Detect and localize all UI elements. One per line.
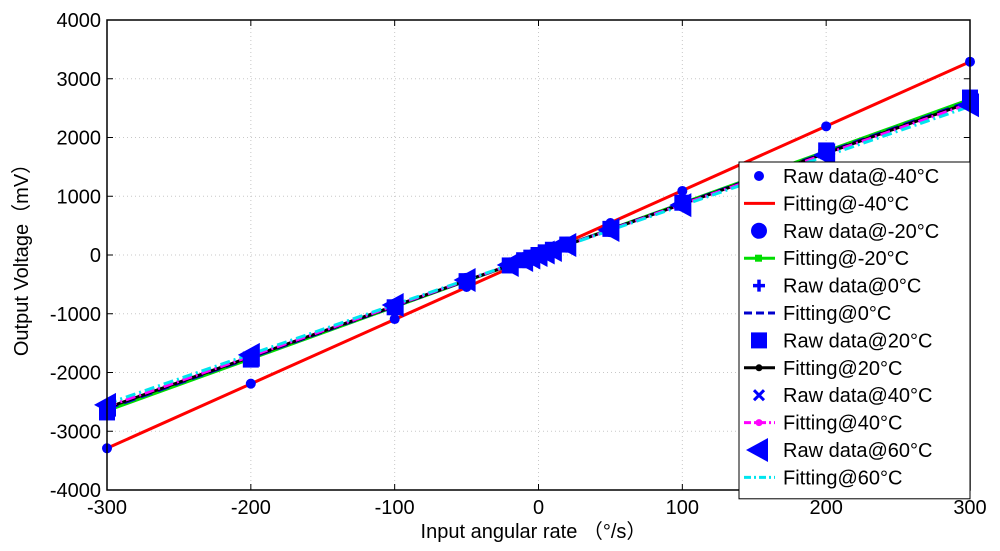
legend-label: Raw data@0°C — [783, 276, 921, 298]
data-point — [245, 378, 256, 389]
y-tick-label: 4000 — [57, 10, 102, 32]
legend-label: Fitting@-40°C — [783, 193, 909, 215]
legend-label: Fitting@-20°C — [783, 248, 909, 270]
legend-label: Fitting@0°C — [783, 303, 891, 325]
legend-marker — [751, 222, 767, 239]
legend-entry: Fitting@20°C — [744, 358, 902, 380]
legend-entry: Fitting@-20°C — [744, 248, 909, 270]
y-tick-label: 1000 — [57, 186, 102, 208]
x-tick-label: 200 — [809, 497, 842, 519]
y-axis-title: Output Voltage（mV） — [10, 154, 33, 356]
y-tick-label: 2000 — [57, 128, 102, 150]
legend-entry: Raw data@40°C — [752, 385, 932, 407]
legend-entry: Raw data@-40°C — [754, 166, 939, 188]
series-10 — [94, 93, 979, 417]
legend-entry: Fitting@-40°C — [744, 193, 909, 215]
legend-label: Raw data@20°C — [783, 330, 932, 352]
legend-label: Raw data@-20°C — [783, 221, 939, 243]
legend-marker — [746, 438, 768, 462]
data-point — [554, 233, 577, 258]
legend-marker — [755, 419, 763, 427]
x-tick-label: -200 — [231, 497, 271, 519]
legend-label: Raw data@40°C — [783, 385, 932, 407]
legend-marker — [755, 254, 762, 262]
data-point — [453, 267, 476, 292]
y-tick-label: -2000 — [50, 363, 101, 385]
data-point — [669, 193, 692, 218]
legend-entry: Raw data@60°C — [746, 438, 932, 462]
y-tick-label: -4000 — [50, 480, 101, 502]
legend-label: Fitting@40°C — [783, 413, 902, 435]
x-tick-label: 300 — [953, 497, 986, 519]
data-point — [821, 121, 832, 132]
legend-entry: Raw data@-20°C — [751, 221, 939, 243]
legend-marker — [751, 332, 767, 349]
legend-marker — [753, 279, 765, 292]
data-point — [813, 143, 836, 168]
data-point — [237, 342, 260, 367]
legend-entry: Raw data@0°C — [753, 276, 921, 298]
legend-marker — [755, 364, 763, 372]
data-point — [381, 292, 404, 317]
y-tick-label: 3000 — [57, 69, 102, 91]
x-axis-title: Input angular rate （°/s） — [421, 520, 647, 543]
legend: Raw data@-40°C Fitting@-40°C Raw data@-20°… — [738, 161, 971, 500]
ticks: -300 -200 -100 0 100 200 300-4000-3000-2000-10… — [50, 10, 987, 519]
legend-label: Fitting@20°C — [783, 358, 902, 380]
y-tick-label: -1000 — [50, 304, 101, 326]
data-point — [677, 185, 688, 196]
x-tick-label: 100 — [666, 497, 699, 519]
legend-marker — [752, 389, 766, 402]
legend-entry: Fitting@0°C — [744, 303, 891, 325]
data-point — [94, 392, 116, 417]
legend-label: Raw data@-40°C — [783, 166, 939, 188]
x-tick-label: -100 — [375, 497, 415, 519]
legend-marker — [754, 171, 764, 181]
legend-entry: Raw data@20°C — [751, 330, 932, 352]
legend-label: Raw data@60°C — [783, 440, 932, 462]
legend-label: Fitting@60°C — [783, 467, 902, 489]
y-tick-label: -3000 — [50, 421, 101, 443]
data-point — [597, 218, 620, 243]
series-layer — [94, 56, 979, 454]
legend-entry: Fitting@40°C — [744, 413, 902, 435]
legend-entry: Fitting@60°C — [744, 467, 902, 489]
y-tick-label: 0 — [90, 245, 101, 267]
data-point — [389, 314, 400, 325]
x-tick-label: 0 — [533, 497, 544, 519]
data-point — [957, 93, 979, 118]
x-tick-label: -300 — [87, 497, 127, 519]
legend-box — [738, 161, 971, 500]
